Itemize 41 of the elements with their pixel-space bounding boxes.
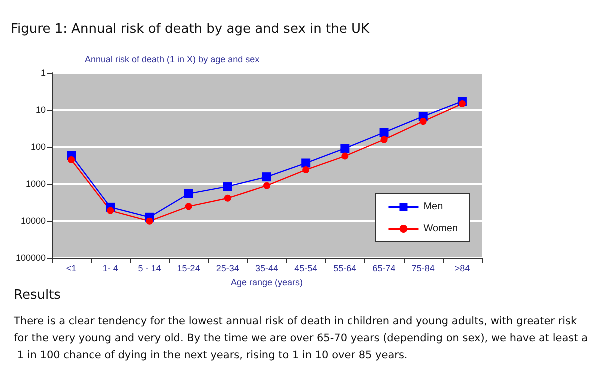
y-tick-label: 100 xyxy=(30,142,46,152)
y-tick-label: 100000 xyxy=(16,253,46,263)
point xyxy=(342,152,349,160)
text: There is a clear tendency for the lowest annual risk of death in children and young adults, with greater risk for the very young and very old. By the time we are over 65-70 years (depending on sex), we have at least a 1 in 100 chance of dying in the next years, rising to 1 in 10 over 85 years. xyxy=(13,316,588,362)
point xyxy=(223,182,232,192)
point xyxy=(302,158,311,168)
x-tick-label: 75-84 xyxy=(412,264,435,274)
x-tick-label: 35-44 xyxy=(255,264,279,274)
point xyxy=(380,136,388,144)
y-tick-label: 1 xyxy=(40,68,46,78)
x-tick-label: >84 xyxy=(454,264,470,274)
point xyxy=(458,100,466,108)
y-tick-label: 10000 xyxy=(20,216,46,226)
y-tick-label: 10 xyxy=(36,105,46,115)
point xyxy=(68,156,76,164)
point xyxy=(420,118,427,126)
point xyxy=(262,172,272,182)
point xyxy=(107,207,114,214)
point xyxy=(224,194,232,202)
chart-title: Figure 1: Annual risk of death by age and sex in the UK xyxy=(11,22,370,37)
point xyxy=(380,128,389,138)
point xyxy=(264,182,270,190)
point xyxy=(302,166,310,174)
x-tick-label: 55-64 xyxy=(334,264,357,274)
point xyxy=(184,189,194,198)
legend-label: Men xyxy=(424,202,444,212)
x-tick-label: 25-34 xyxy=(216,264,240,274)
y-tick-label: 1000 xyxy=(26,179,46,189)
x-tick-label: 45-54 xyxy=(294,264,318,274)
x-tick-label: 65-74 xyxy=(372,264,396,274)
x-tick-label: 5 - 14 xyxy=(138,264,162,274)
x-tick-label: 15-24 xyxy=(177,264,200,274)
chart-subtitle: Annual risk of death (1 in X) by age and sex xyxy=(85,54,260,64)
point xyxy=(185,203,192,210)
point xyxy=(340,144,350,154)
x-axis-title: Age range (years) xyxy=(230,277,304,288)
legend-label: Women xyxy=(424,224,458,234)
text: Results xyxy=(14,288,62,303)
point xyxy=(146,218,154,225)
x-tick-label: <1 xyxy=(66,264,77,274)
x-tick-label: 1- 4 xyxy=(102,264,118,274)
